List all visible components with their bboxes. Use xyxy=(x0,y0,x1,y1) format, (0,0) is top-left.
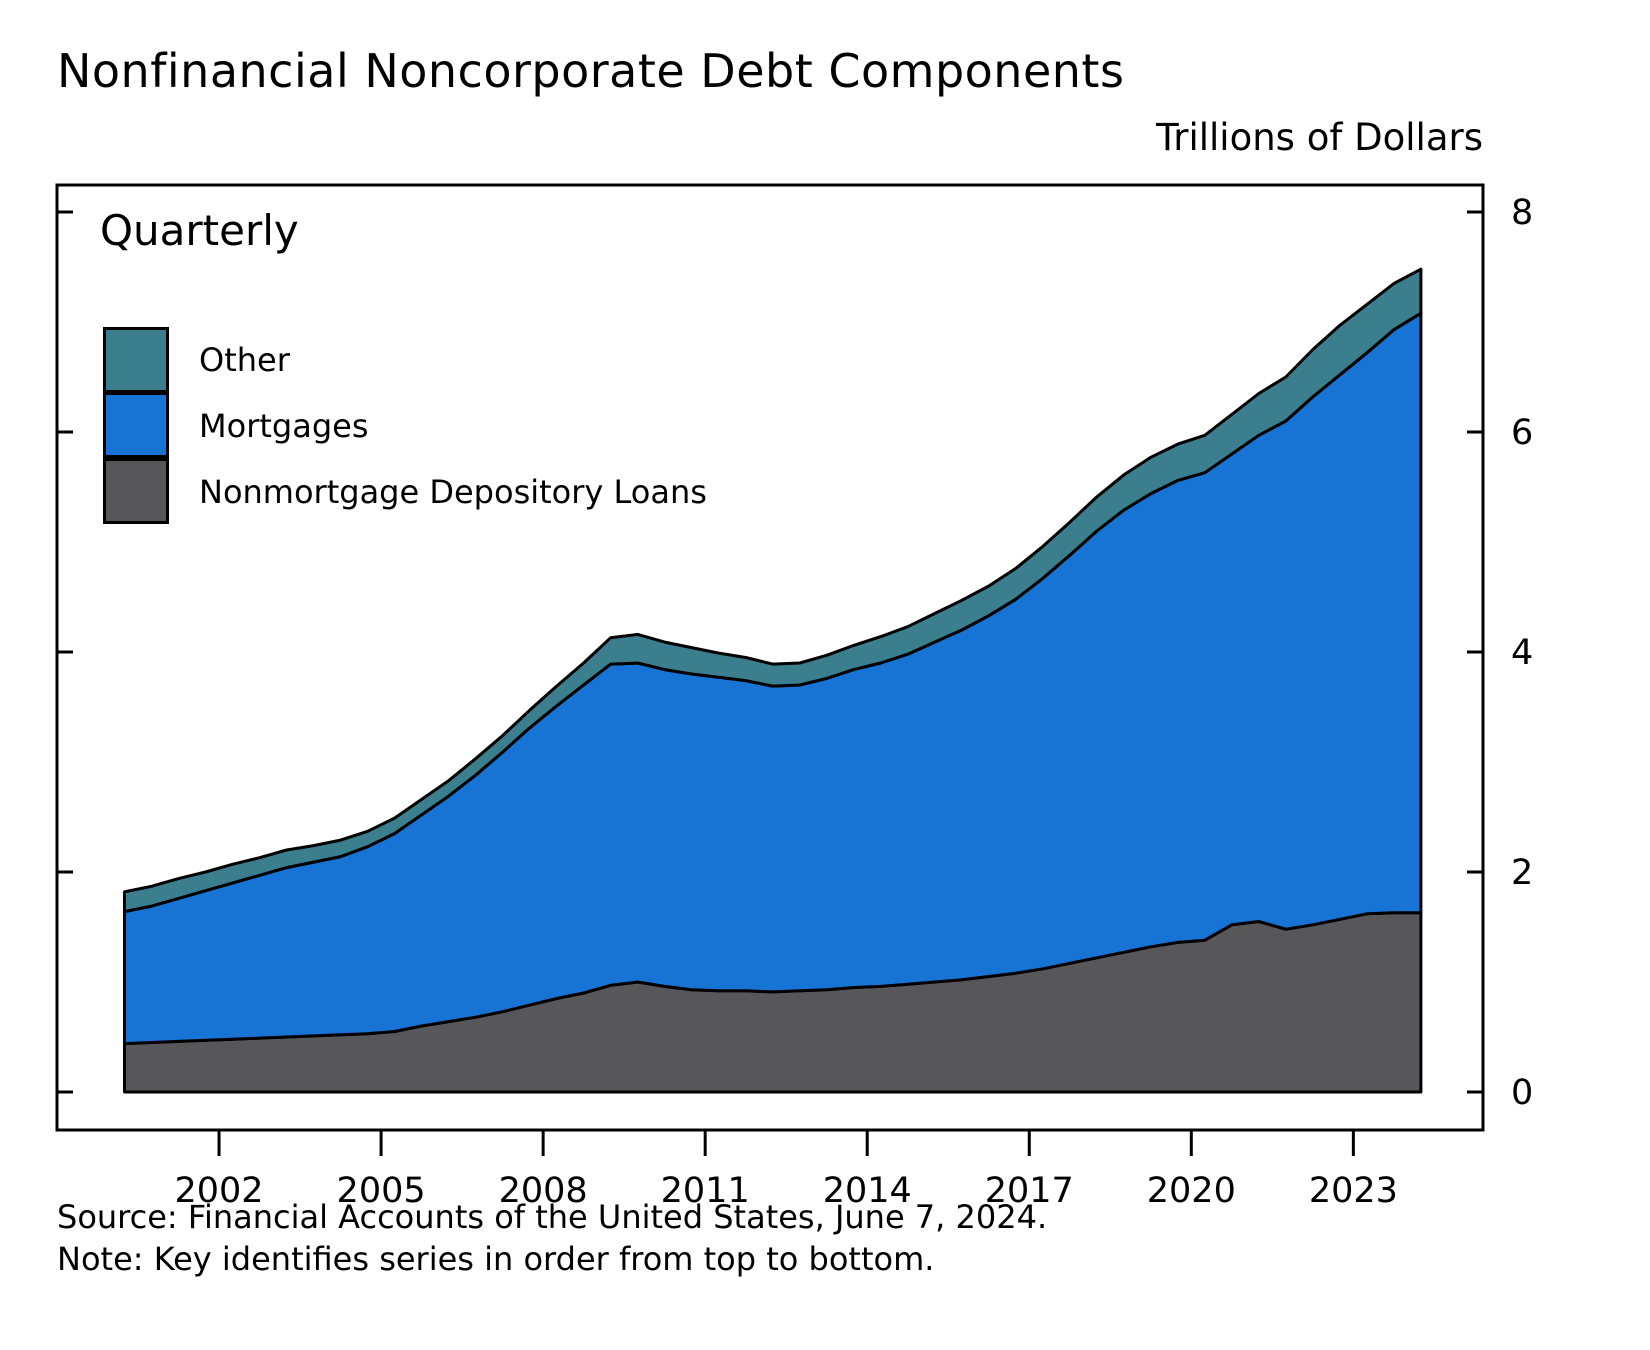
y-tick-label: 0 xyxy=(1511,1073,1533,1113)
legend-item-other: Other xyxy=(103,327,707,393)
y-tick-label: 8 xyxy=(1511,193,1533,233)
legend-label: Other xyxy=(199,341,290,379)
x-tick-label: 2002 xyxy=(175,1171,264,1211)
legend-item-mortgages: Mortgages xyxy=(103,391,707,459)
y-tick-label: 2 xyxy=(1511,853,1533,893)
x-tick-label: 2005 xyxy=(337,1171,426,1211)
legend-label: Mortgages xyxy=(199,407,369,445)
legend-swatch xyxy=(103,391,169,458)
legend: Other Mortgages Nonmortgage Depository Loa… xyxy=(103,327,707,525)
plot-frame xyxy=(55,183,1485,1132)
chart-title: Nonfinancial Noncorporate Debt Component… xyxy=(57,44,1125,98)
note-text: Note: Key identifies series in order fro… xyxy=(57,1240,935,1278)
legend-item-nonmortgage-depository-loans: Nonmortgage Depository Loans xyxy=(103,457,707,525)
area-other xyxy=(123,267,1423,914)
legend-label: Nonmortgage Depository Loans xyxy=(199,473,707,511)
legend-swatch xyxy=(103,327,169,393)
y-tick-label: 6 xyxy=(1511,413,1533,453)
x-tick-label: 2008 xyxy=(499,1171,588,1211)
x-tick-label: 2011 xyxy=(661,1171,750,1211)
x-tick-label: 2020 xyxy=(1147,1171,1236,1211)
x-tick-label: 2017 xyxy=(985,1171,1074,1211)
legend-swatch xyxy=(103,457,169,524)
units-label: Trillions of Dollars xyxy=(1156,116,1483,159)
x-tick-label: 2014 xyxy=(823,1171,912,1211)
frequency-label: Quarterly xyxy=(100,206,299,255)
x-tick-label: 2023 xyxy=(1309,1171,1398,1211)
source-text: Source: Financial Accounts of the United… xyxy=(57,1198,1048,1236)
y-tick-label: 4 xyxy=(1511,633,1533,673)
